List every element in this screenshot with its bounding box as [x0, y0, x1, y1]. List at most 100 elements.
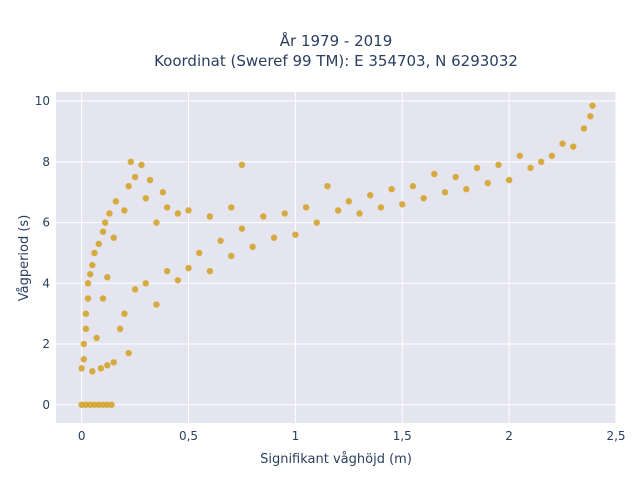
data-point [112, 198, 120, 205]
data-point [527, 164, 534, 172]
data-point [82, 325, 90, 333]
data-point [334, 207, 342, 214]
data-point [302, 204, 310, 211]
data-point [78, 365, 85, 372]
data-point [345, 198, 353, 205]
y-axis-ticks: 0 2 4 6 8 10 [35, 94, 50, 412]
data-point [80, 356, 87, 363]
data-point [142, 280, 149, 287]
data-point [84, 295, 92, 302]
data-point [146, 176, 154, 184]
data-point [420, 195, 427, 202]
y-tick-label: 6 [42, 216, 50, 230]
data-point [153, 219, 160, 226]
data-point [99, 295, 107, 302]
data-point [206, 267, 214, 275]
data-point [125, 349, 132, 357]
data-point [516, 152, 524, 159]
y-tick-label: 0 [42, 398, 50, 412]
data-point [399, 201, 406, 208]
data-point [185, 264, 192, 272]
data-point [174, 277, 182, 284]
x-tick-label: 0,5 [179, 429, 198, 443]
data-point [185, 207, 192, 214]
data-point [104, 274, 111, 281]
data-point [131, 286, 139, 293]
data-point [228, 252, 235, 260]
data-point [142, 195, 149, 202]
data-point [121, 207, 128, 214]
data-point [452, 173, 459, 181]
data-point [110, 359, 117, 366]
data-point [537, 158, 545, 166]
data-point [125, 182, 132, 190]
data-point [570, 143, 577, 150]
x-axis-ticks: 0 0,5 1 1,5 2 2,5 [78, 429, 626, 443]
data-point [217, 237, 224, 244]
grid-lines [56, 92, 617, 423]
data-point [505, 176, 513, 184]
data-point [228, 204, 235, 211]
y-axis-title: Vågperiod (s) [17, 215, 32, 302]
plot-area [56, 92, 616, 423]
data-point [95, 240, 102, 248]
data-point [249, 243, 256, 251]
data-point [495, 161, 502, 169]
data-point [587, 113, 594, 120]
data-point [473, 164, 481, 172]
data-point [356, 210, 363, 217]
data-point [206, 213, 214, 220]
data-point [377, 204, 385, 211]
data-point [97, 365, 105, 372]
x-tick-label: 1,5 [393, 429, 412, 443]
data-point [441, 189, 449, 196]
data-point [238, 225, 246, 232]
data-point [116, 325, 124, 333]
data-point [163, 204, 171, 211]
x-tick-label: 0 [78, 429, 86, 443]
data-point [559, 140, 566, 147]
data-point [110, 234, 117, 241]
x-axis-title: Signifikant våghöjd (m) [260, 452, 412, 467]
data-point [324, 182, 331, 190]
data-point [89, 261, 96, 269]
data-point [270, 234, 278, 241]
x-tick-label: 2,5 [606, 429, 625, 443]
data-point [89, 368, 96, 375]
data-point [174, 210, 182, 217]
data-point [153, 301, 160, 308]
data-point [84, 280, 92, 287]
data-point [281, 210, 288, 217]
data-point [159, 189, 167, 196]
data-point [131, 173, 139, 181]
y-tick-label: 10 [35, 94, 50, 108]
data-point [82, 310, 90, 317]
y-tick-label: 2 [42, 337, 50, 351]
data-point [366, 192, 374, 199]
data-point [80, 340, 87, 348]
data-point [138, 161, 145, 169]
chart-title-line-1: År 1979 - 2019 [280, 31, 393, 50]
data-point [99, 228, 107, 235]
data-point [101, 219, 109, 226]
data-point [260, 213, 267, 220]
data-point [121, 310, 128, 317]
data-point [580, 125, 588, 132]
data-point [431, 170, 438, 178]
data-point [548, 152, 556, 159]
data-point [313, 219, 320, 226]
data-point [463, 185, 470, 193]
data-point [91, 249, 98, 257]
data-point [108, 401, 115, 408]
y-tick-label: 8 [42, 155, 50, 169]
x-tick-label: 1 [292, 429, 300, 443]
data-point [93, 334, 100, 342]
data-point [106, 210, 113, 217]
data-point [484, 179, 491, 187]
data-point [388, 185, 395, 193]
data-point [409, 182, 417, 190]
scatter-markers [78, 102, 596, 408]
data-point [86, 271, 94, 278]
data-point [589, 102, 596, 109]
